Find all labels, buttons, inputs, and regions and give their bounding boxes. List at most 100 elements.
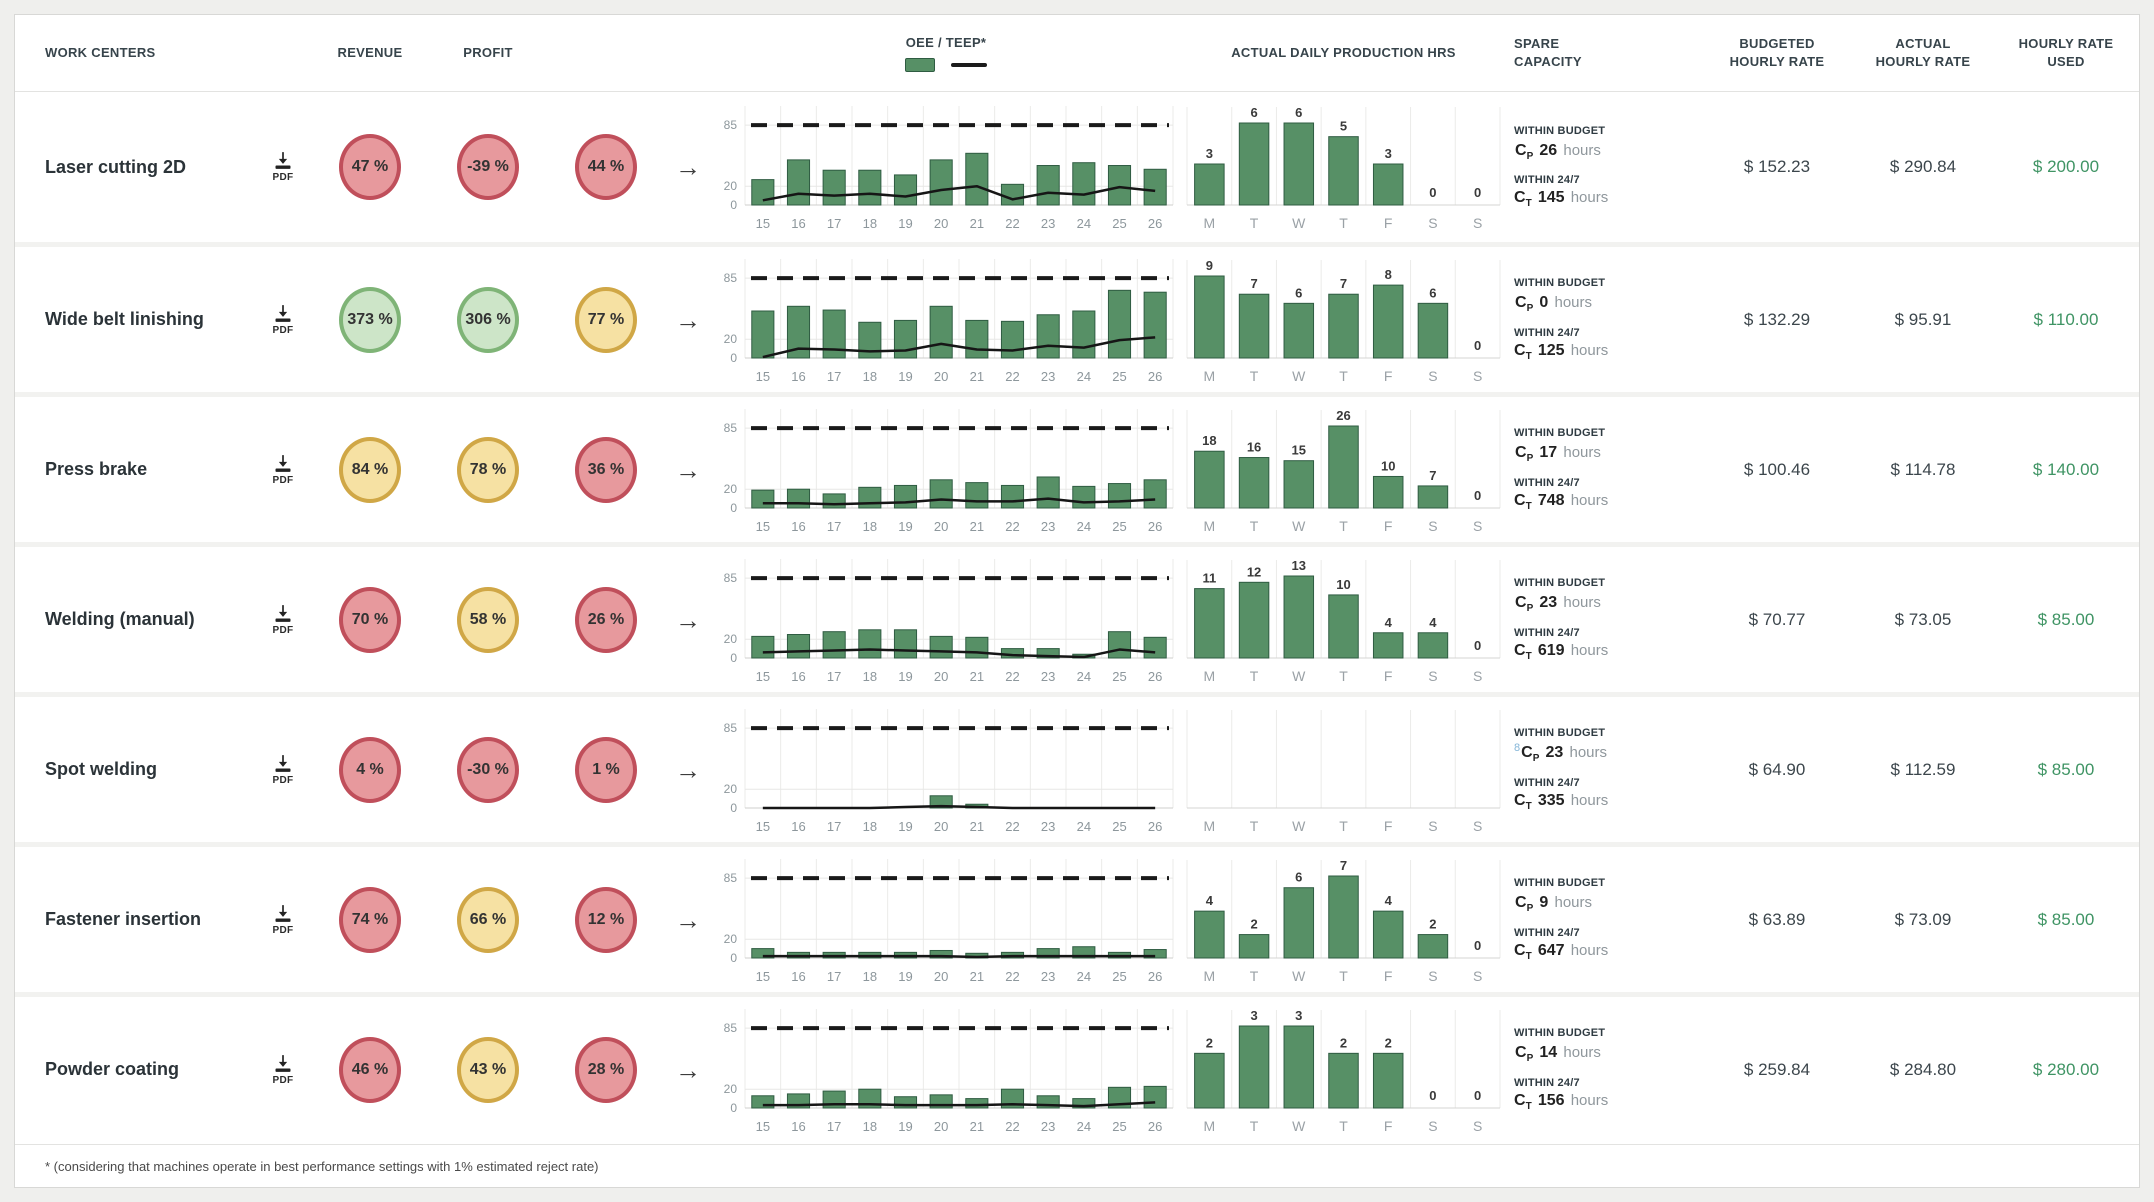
svg-text:15: 15 — [756, 819, 770, 834]
ct-hours-value: 156 — [1537, 1091, 1565, 1109]
download-pdf-button[interactable]: PDF — [273, 604, 294, 636]
details-arrow-icon[interactable]: → — [675, 604, 701, 635]
work-center-name: Powder coating — [45, 1059, 180, 1079]
svg-text:25: 25 — [1112, 519, 1126, 534]
download-icon — [275, 454, 291, 472]
actual-hourly-rate: $ 95.91 — [1894, 309, 1952, 329]
svg-text:26: 26 — [1148, 1119, 1162, 1134]
svg-text:T: T — [1250, 518, 1259, 534]
cp-symbol: CP — [1521, 744, 1540, 765]
profit-kpi-circle: 306 % — [457, 286, 519, 353]
svg-text:18: 18 — [863, 819, 877, 834]
svg-text:F: F — [1384, 368, 1393, 384]
details-arrow-icon[interactable]: → — [675, 454, 701, 485]
svg-text:S: S — [1473, 818, 1482, 834]
revenue-kpi-circle: 70 % — [339, 586, 401, 653]
svg-text:11: 11 — [1202, 570, 1216, 585]
hours-unit: hours — [1563, 594, 1601, 612]
footnote: * (considering that machines operate in … — [15, 1144, 2139, 1187]
svg-text:26: 26 — [1148, 519, 1162, 534]
svg-text:W: W — [1292, 1118, 1306, 1134]
svg-text:3: 3 — [1250, 1008, 1257, 1023]
svg-text:16: 16 — [791, 519, 805, 534]
cp-hours-line: CP 0 hours — [1514, 292, 1704, 314]
details-arrow-icon[interactable]: → — [675, 904, 701, 935]
oee-teep-chart: 85 20 0 15 16 17 18 19 20 21 22 23 24 25 26 — [711, 101, 1181, 233]
work-center-name: Laser cutting 2D — [45, 156, 187, 177]
budgeted-hourly-rate: $ 70.77 — [1748, 609, 1806, 629]
production-chart: 18 16 15 26 10 7 0 M T W T F S S — [1181, 404, 1506, 536]
cp-hours-line: 8CP 23 hours — [1514, 742, 1704, 764]
svg-text:F: F — [1384, 968, 1393, 984]
hourly-rate-used: $ 280.00 — [2032, 1059, 2100, 1079]
svg-text:T: T — [1339, 1118, 1348, 1134]
spare-capacity-cell: WITHIN BUDGET CP 0 hours WITHIN 24/7 CT … — [1506, 277, 1704, 361]
svg-text:20: 20 — [724, 332, 738, 346]
ct-hours-line: CT 156 hours — [1514, 1092, 1704, 1112]
svg-text:22: 22 — [1005, 969, 1019, 984]
svg-text:3: 3 — [1206, 146, 1213, 161]
svg-text:T: T — [1250, 668, 1259, 684]
svg-text:7: 7 — [1429, 467, 1436, 482]
download-icon — [275, 604, 291, 622]
svg-text:W: W — [1292, 368, 1306, 384]
svg-text:19: 19 — [898, 819, 912, 834]
svg-text:15: 15 — [756, 1119, 770, 1134]
ct-symbol: CT — [1514, 941, 1532, 962]
within-247-label: WITHIN 24/7 — [1514, 626, 1580, 639]
download-icon — [275, 1054, 291, 1072]
revenue-kpi-circle: 4 % — [339, 736, 401, 803]
svg-text:19: 19 — [898, 519, 912, 534]
svg-text:17: 17 — [827, 519, 841, 534]
svg-text:20: 20 — [934, 969, 948, 984]
hours-unit: hours — [1570, 491, 1609, 509]
download-pdf-button[interactable]: PDF — [273, 454, 294, 486]
work-center-name: Spot welding — [45, 759, 157, 779]
within-247-label: WITHIN 24/7 — [1514, 776, 1580, 789]
svg-text:85: 85 — [724, 871, 738, 885]
svg-text:21: 21 — [970, 216, 984, 231]
ct-symbol: CT — [1514, 791, 1532, 812]
hourly-rate-used: $ 85.00 — [2037, 909, 2095, 929]
budgeted-hourly-rate: $ 259.84 — [1743, 1059, 1811, 1079]
hours-unit: hours — [1570, 791, 1609, 809]
download-pdf-button[interactable]: PDF — [273, 151, 294, 183]
details-arrow-icon[interactable]: → — [675, 152, 701, 182]
svg-text:S: S — [1428, 368, 1437, 384]
ct-hours-value: 335 — [1537, 791, 1565, 809]
svg-text:21: 21 — [970, 1119, 984, 1134]
oee-kpi-circle: 26 % — [575, 586, 637, 653]
revenue-kpi-circle: 373 % — [339, 286, 401, 353]
svg-text:22: 22 — [1005, 1119, 1019, 1134]
details-arrow-icon[interactable]: → — [675, 754, 701, 785]
svg-text:T: T — [1339, 518, 1348, 534]
svg-text:21: 21 — [970, 369, 984, 384]
cp-hours-value: 17 — [1539, 444, 1558, 462]
svg-text:15: 15 — [756, 216, 770, 231]
svg-text:22: 22 — [1005, 669, 1019, 684]
svg-text:22: 22 — [1005, 519, 1019, 534]
details-arrow-icon[interactable]: → — [675, 304, 701, 335]
svg-text:T: T — [1250, 818, 1259, 834]
profit-kpi-circle: 78 % — [457, 436, 519, 503]
svg-text:0: 0 — [730, 951, 737, 965]
download-pdf-button[interactable]: PDF — [273, 1054, 294, 1086]
ct-symbol: CT — [1514, 491, 1532, 512]
svg-text:15: 15 — [756, 969, 770, 984]
ct-hours-line: CT 145 hours — [1514, 189, 1704, 209]
download-pdf-button[interactable]: PDF — [273, 904, 294, 936]
svg-text:16: 16 — [791, 1119, 805, 1134]
ct-hours-line: CT 335 hours — [1514, 792, 1704, 812]
details-arrow-icon[interactable]: → — [675, 1054, 701, 1085]
svg-text:22: 22 — [1005, 819, 1019, 834]
col-header-rate-used: HOURLY RATE USED — [2018, 36, 2114, 69]
download-pdf-button[interactable]: PDF — [273, 304, 294, 336]
cp-symbol: CP — [1515, 894, 1534, 915]
download-pdf-button[interactable]: PDF — [273, 754, 294, 786]
svg-text:M: M — [1204, 518, 1216, 534]
oee-kpi-circle: 36 % — [575, 436, 637, 503]
svg-text:19: 19 — [898, 1119, 912, 1134]
svg-text:23: 23 — [1041, 519, 1055, 534]
hourly-rate-used: $ 110.00 — [2033, 309, 2099, 329]
svg-text:6: 6 — [1295, 869, 1302, 884]
